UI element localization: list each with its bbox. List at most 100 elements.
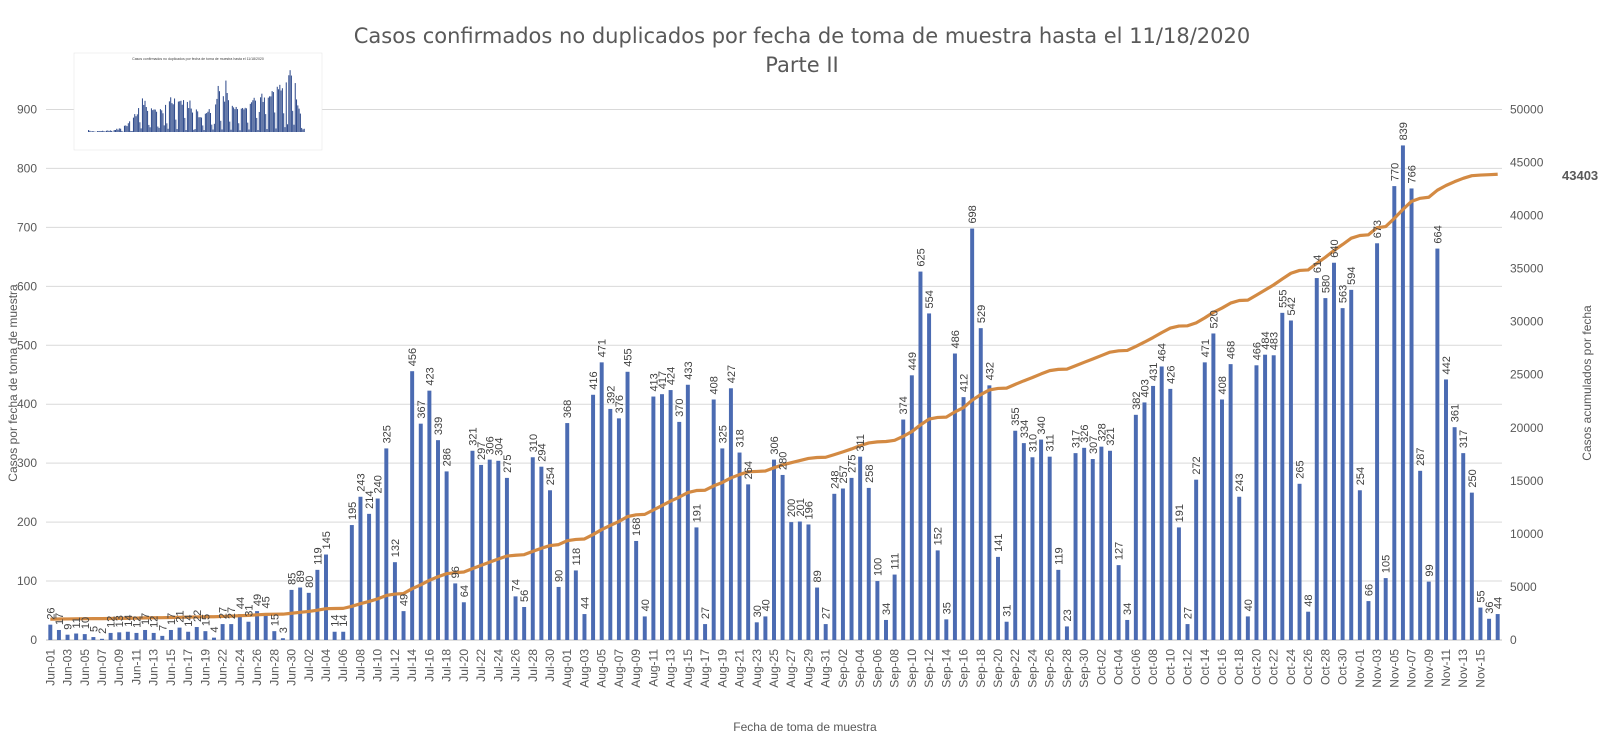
x-tick-label: Jul-08 <box>353 649 367 682</box>
x-tick-label: Jun-01 <box>43 649 57 686</box>
x-tick-label: Aug-15 <box>681 649 695 688</box>
x-tick-label: Jul-04 <box>319 649 333 682</box>
bar-value-label: 191 <box>691 504 703 522</box>
bar-value-label: 424 <box>666 367 678 385</box>
thumbnail-bar <box>298 108 300 132</box>
bar <box>1435 248 1440 640</box>
bar-value-label: 119 <box>1053 547 1065 565</box>
thumbnail-bar <box>208 109 210 132</box>
bar-value-label: 529 <box>976 305 988 323</box>
thumbnail-bar <box>285 82 287 132</box>
bar <box>1064 626 1069 640</box>
bar <box>1056 569 1061 640</box>
bar <box>978 328 983 640</box>
bar-value-label: 89 <box>295 570 307 582</box>
bar-value-label: 286 <box>442 448 454 466</box>
x-tick-label: Jun-19 <box>198 649 212 686</box>
bar-value-label: 368 <box>562 400 574 418</box>
bar-value-label: 471 <box>597 339 609 357</box>
thumbnail-bar <box>274 112 276 132</box>
x-tick-label: Aug-21 <box>733 649 747 688</box>
bar-value-label: 27 <box>218 607 230 619</box>
bar-value-label: 339 <box>433 417 445 435</box>
bar <box>1108 450 1112 640</box>
bar <box>1444 379 1448 640</box>
y-tick-label: 900 <box>17 102 37 116</box>
bar-value-label: 456 <box>407 348 419 366</box>
bar-value-label: 542 <box>1286 297 1298 315</box>
bar-value-label: 431 <box>1148 363 1160 381</box>
bar <box>651 396 656 640</box>
bar <box>582 614 587 640</box>
thumbnail-bar <box>96 131 99 132</box>
bar-value-label: 36 <box>1484 602 1496 614</box>
bar <box>82 634 87 640</box>
thumbnail-bar <box>111 130 113 132</box>
chart-title: Casos confirmados no duplicados por fech… <box>354 24 1250 48</box>
thumbnail-bar <box>218 91 220 132</box>
bar-value-label: 31 <box>1002 604 1014 616</box>
gridlines <box>46 108 1502 641</box>
bar-value-label: 40 <box>1243 599 1255 611</box>
thumbnail-bar <box>170 97 172 132</box>
bar <box>815 587 820 640</box>
bar <box>780 474 785 640</box>
thumbnail-bar <box>281 88 283 132</box>
thumbnail-bar <box>104 131 106 132</box>
bar <box>349 525 354 640</box>
bar <box>996 556 1000 640</box>
bar-value-label: 9 <box>63 624 75 630</box>
x-tick-label: Jun-28 <box>267 649 281 686</box>
thumbnail-bar <box>238 123 240 132</box>
bar <box>823 624 828 640</box>
x-tick-label: Jul-24 <box>491 649 505 682</box>
y-tick-label: 700 <box>17 220 37 234</box>
x-tick-label: Aug-27 <box>784 649 798 688</box>
bar-value-label: 119 <box>312 547 324 565</box>
bar <box>909 375 914 640</box>
thumbnail-bar <box>293 124 295 132</box>
bar-value-label: 486 <box>950 330 962 348</box>
bar-value-label: 325 <box>381 425 393 443</box>
bar-value-label: 27 <box>1183 607 1195 619</box>
thumbnail-bar <box>131 130 133 132</box>
bar <box>410 371 415 640</box>
bar-value-label: 466 <box>1251 342 1263 360</box>
thumbnail-bar <box>301 127 303 132</box>
x-tick-label: Nov-01 <box>1353 649 1367 688</box>
x-tick-label: Oct-28 <box>1318 649 1332 685</box>
bar <box>987 385 992 640</box>
bar-value-label: 64 <box>459 585 471 597</box>
thumbnail-bar <box>290 75 292 132</box>
bar <box>367 513 372 640</box>
bar <box>642 616 647 640</box>
bar-value-label: 34 <box>1122 603 1134 615</box>
bar-value-label: 374 <box>898 396 910 414</box>
bar-value-label: 49 <box>399 594 411 606</box>
bar <box>289 589 294 640</box>
cumulative-line <box>50 172 1498 621</box>
thumbnail-bar <box>114 130 116 132</box>
bar <box>961 397 966 640</box>
thumbnail-bar <box>149 127 151 132</box>
y-tick-label: 600 <box>17 279 37 293</box>
bar-value-label: 40 <box>760 599 772 611</box>
thumbnail-bar <box>294 83 296 132</box>
thumbnail-bar <box>185 130 187 132</box>
bar <box>1202 362 1207 640</box>
thumbnail-bar <box>159 109 161 132</box>
y-tick-label: 300 <box>17 456 37 470</box>
bar-value-label: 392 <box>605 386 617 404</box>
bar <box>143 629 148 640</box>
bar <box>255 611 260 640</box>
thumbnail-bar <box>253 97 255 132</box>
bar-value-label: 27 <box>700 607 712 619</box>
bar <box>1039 439 1044 640</box>
x-tick-label: Jul-14 <box>405 649 419 682</box>
thumbnail-bar <box>193 129 195 132</box>
bar-value-label: 326 <box>1079 424 1091 442</box>
x-tick-label: Sep-04 <box>853 649 867 688</box>
x-tick-label: Jun-03 <box>61 649 75 686</box>
bar <box>927 313 932 640</box>
